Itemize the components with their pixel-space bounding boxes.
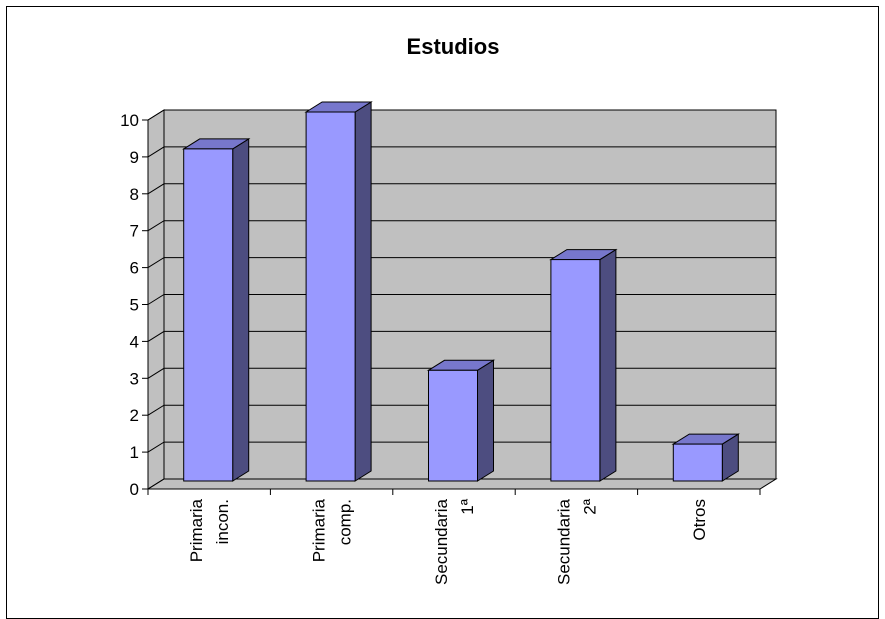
x-category-label: Primaria	[187, 498, 206, 562]
bar-front-face	[551, 260, 600, 481]
x-category-label: 1ª	[458, 498, 477, 514]
chart-title: Estudios	[407, 34, 500, 59]
y-tick-label: 9	[130, 148, 139, 167]
bar-front-face	[429, 370, 478, 481]
x-category-label: comp.	[336, 499, 355, 545]
bar	[184, 139, 249, 481]
y-tick-label: 5	[130, 296, 139, 315]
bar-side-face	[355, 102, 371, 481]
y-tick-label: 4	[130, 332, 139, 351]
bar-side-face	[600, 250, 616, 481]
bar-front-face	[306, 112, 355, 481]
y-tick-label: 3	[130, 369, 139, 388]
y-tick-label: 8	[130, 185, 139, 204]
y-tick-label: 0	[130, 480, 139, 499]
y-tick-label: 6	[130, 259, 139, 278]
y-tick-label: 1	[130, 443, 139, 462]
bar	[429, 360, 494, 481]
bar	[551, 250, 616, 481]
bar	[673, 434, 738, 481]
bar	[306, 102, 371, 481]
y-tick-label: 7	[130, 222, 139, 241]
bar-side-face	[233, 139, 249, 481]
x-category-label: Primaria	[310, 498, 329, 562]
x-category-label: Secundaria	[554, 498, 573, 585]
bar-front-face	[184, 149, 233, 481]
y-tick-label: 10	[120, 111, 139, 130]
y-tick-label: 2	[130, 406, 139, 425]
x-category-label: Secundaria	[432, 498, 451, 585]
x-category-label: Otros	[690, 499, 709, 541]
bar-front-face	[673, 444, 722, 481]
x-category-label: incon.	[213, 499, 232, 544]
bar-side-face	[478, 360, 494, 481]
x-category-label: 2ª	[580, 498, 599, 514]
